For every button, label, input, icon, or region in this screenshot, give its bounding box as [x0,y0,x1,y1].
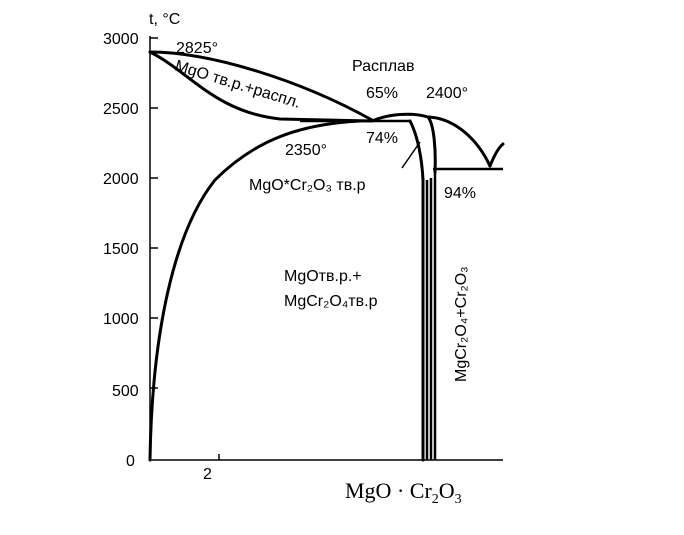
label-74pct: 74% [366,130,398,147]
y-tick-label-2000: 2000 [103,171,139,188]
y-tick-label-3000: 3000 [103,31,139,48]
y-tick-label-500: 500 [112,383,139,400]
label-two-phase-2: MgCr₂O₄тв.р [284,293,378,310]
label-melt: Расплав [352,58,414,75]
y-tick-label-1000: 1000 [103,311,139,328]
right-liquidus-2 [488,142,505,168]
solvus-curve [148,119,362,462]
label-2825: 2825° [176,40,218,57]
label-65pct: 65% [366,85,398,102]
x-tick-label-2: 2 [203,466,212,483]
label-2400: 2400° [426,85,468,102]
label-94pct: 94% [444,185,476,202]
label-solid-solution: MgO*Cr₂O₃ тв.р [249,177,366,194]
label-right-region: MgCr₂O₄+Cr₂O₃ [453,266,470,382]
x-axis-title: MgO · Cr2O3 [345,478,462,507]
liquidus-curve [148,50,374,122]
leader-74 [401,141,421,169]
y-tick-label-1500: 1500 [103,241,139,258]
label-2350: 2350° [285,142,327,159]
label-two-phase-1: MgOтв.р.+ [284,268,362,285]
solidus-curve [148,50,374,123]
spinel-left-boundary [408,119,425,462]
y-title: t, °C [149,11,180,28]
y-tick-label-0: 0 [126,453,135,470]
y-tick-label-2500: 2500 [103,101,139,118]
right-liquidus [426,115,492,168]
y-ticks [150,37,158,389]
spinel-compound-lines [425,172,437,460]
